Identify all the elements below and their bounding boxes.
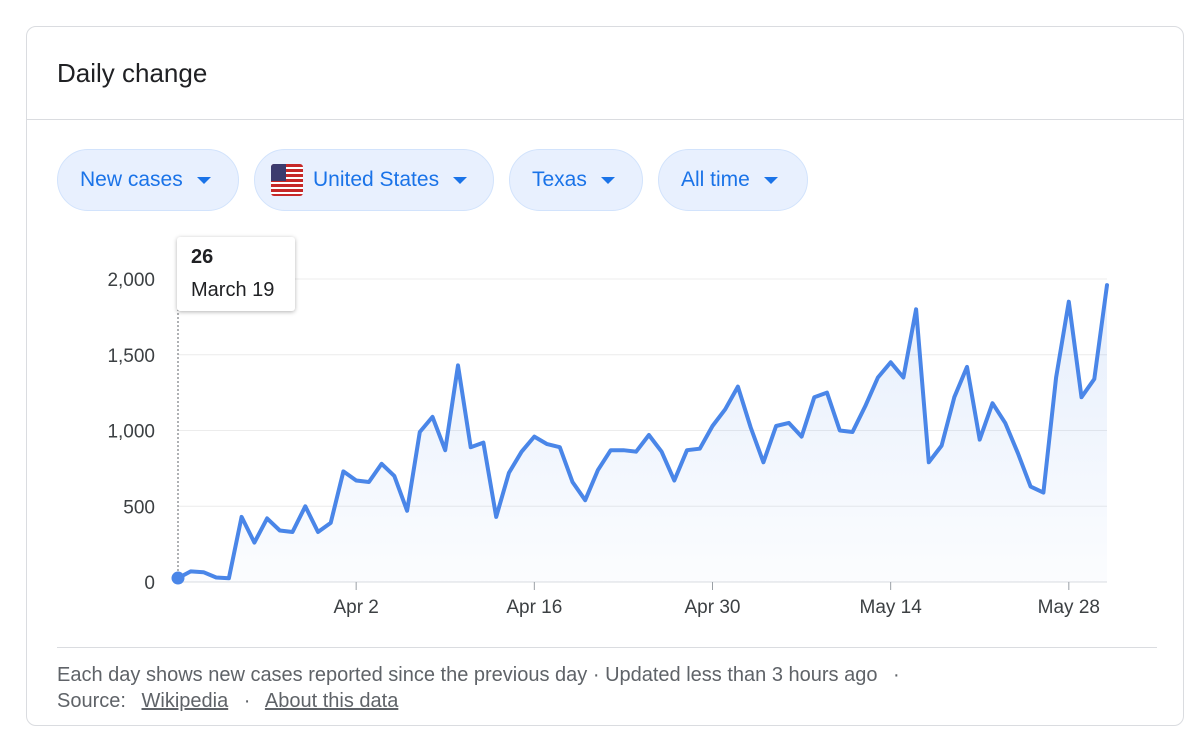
chevron-down-icon — [600, 176, 615, 184]
time-range-filter-label: All time — [681, 168, 750, 191]
us-flag-icon — [271, 164, 303, 196]
card-title: Daily change — [57, 58, 208, 88]
card-header: Daily change — [27, 27, 1183, 120]
y-tick-label: 1,500 — [107, 346, 155, 367]
state-filter-label: Texas — [532, 168, 587, 191]
x-tick-label: May 28 — [1038, 597, 1100, 618]
y-tick-label: 2,000 — [107, 270, 155, 291]
chevron-down-icon — [196, 176, 211, 184]
source-label: Source: — [57, 690, 126, 712]
x-tick-label: Apr 2 — [333, 597, 378, 618]
tooltip-value: 26 — [191, 246, 214, 268]
footer-separator: · — [893, 664, 900, 686]
x-tick-label: Apr 30 — [685, 597, 741, 618]
chevron-down-icon — [453, 176, 468, 184]
series-area — [178, 285, 1107, 582]
state-filter-button[interactable]: Texas — [509, 149, 643, 211]
metric-filter-button[interactable]: New cases — [57, 149, 239, 211]
wikipedia-link[interactable]: Wikipedia — [141, 690, 229, 712]
y-tick-label: 500 — [123, 497, 155, 518]
highlight-point — [171, 571, 185, 585]
chart-tooltip: 26 March 19 — [177, 237, 295, 311]
metric-filter-label: New cases — [80, 168, 183, 191]
time-range-filter-button[interactable]: All time — [658, 149, 808, 211]
daily-change-card: Daily change New cases Unite — [26, 26, 1184, 726]
x-tick-label: Apr 16 — [506, 597, 562, 618]
y-tick-label: 1,000 — [107, 422, 155, 443]
series-line-new-cases — [176, 283, 1109, 581]
footer-separator: · — [243, 690, 251, 712]
about-data-link[interactable]: About this data — [264, 690, 399, 712]
footer-description: Each day shows new cases reported since … — [57, 664, 878, 686]
tooltip-date: March 19 — [191, 279, 275, 301]
country-filter-button[interactable]: United States — [254, 149, 494, 211]
y-tick-label: 0 — [144, 573, 155, 594]
x-tick-label: May 14 — [860, 597, 923, 618]
country-filter-label: United States — [313, 168, 440, 191]
daily-change-chart[interactable]: 0 500 1,000 1,500 2,000 Apr 2 Apr 16 Apr 30 May … — [27, 27, 1183, 627]
card-footer: Each day shows new cases reported since … — [57, 662, 910, 714]
footer-divider — [57, 647, 1157, 648]
chevron-down-icon — [763, 176, 778, 184]
